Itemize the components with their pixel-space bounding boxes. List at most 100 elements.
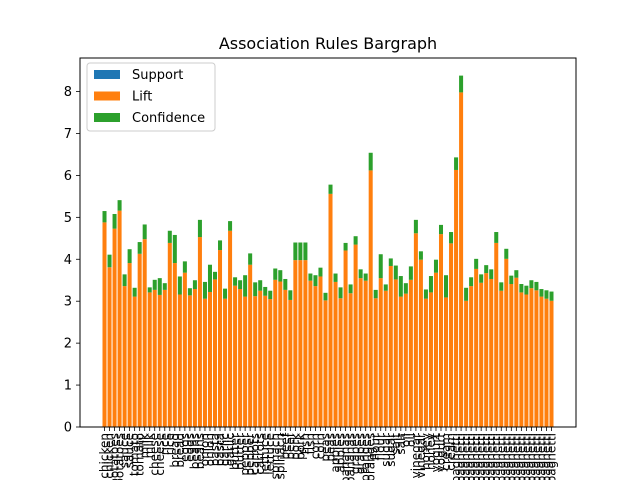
bar-lift-74 (474, 268, 479, 427)
bar-lift-36 (283, 289, 288, 427)
bar-lift-63 (418, 259, 423, 427)
bar-confidence-13 (167, 230, 172, 243)
x-tick-label-63: vinegar (414, 433, 428, 478)
x-tick-label-67: yogurt (434, 433, 448, 473)
x-tick-label-15: bread (173, 433, 187, 468)
legend-label-confidence: Confidence (132, 111, 205, 126)
bar-lift-52 (363, 280, 368, 427)
x-tick-label-31: carrots (253, 433, 267, 475)
y-axis: 0 1 2 3 4 5 6 7 8 (64, 85, 80, 436)
bar-confidence-16 (182, 261, 187, 273)
x-tick-label-81: spaghetti (504, 433, 518, 480)
x-tick-label-60: oil (399, 433, 413, 447)
bar-confidence-48 (343, 242, 348, 251)
bars-group (102, 75, 554, 427)
x-tick-label-3: potatoes (113, 433, 127, 480)
y-tick-label-7: 7 (64, 127, 72, 142)
y-tick-label-8: 8 (64, 85, 72, 100)
bar-confidence-56 (383, 284, 388, 291)
x-tick-label-52: oranges (359, 433, 373, 480)
x-tick-label-68: cream (439, 433, 453, 471)
x-tick-label-77: spaghetti (484, 433, 498, 480)
x-tick-label-10: cheese (148, 433, 162, 476)
bar-confidence-14 (172, 234, 177, 264)
x-tick-label-69: cream (444, 433, 458, 471)
x-tick-label-28: pepper (238, 433, 252, 476)
bar-lift-10 (152, 289, 157, 427)
legend-swatch-confidence (94, 113, 120, 122)
x-tick-label-29: pepper (243, 433, 257, 476)
bar-confidence-52 (363, 273, 368, 281)
bar-lift-32 (263, 295, 268, 427)
bar-lift-44 (323, 300, 328, 427)
bar-lift-31 (258, 290, 263, 427)
bar-confidence-9 (147, 287, 152, 293)
chart-title: Association Rules Bargraph (219, 34, 437, 53)
bar-lift-84 (524, 294, 529, 427)
bar-lift-79 (499, 290, 504, 427)
bar-confidence-45 (328, 184, 333, 194)
x-tick-label-7: tomato (133, 433, 147, 476)
bar-lift-72 (464, 300, 469, 427)
bar-lift-82 (514, 277, 519, 427)
x-tick-label-5: sauce (123, 433, 137, 468)
x-tick-label-72: spaghetti (459, 433, 473, 480)
bar-confidence-63 (418, 251, 423, 260)
bar-lift-26 (233, 285, 238, 427)
bar-lift-88 (544, 298, 549, 427)
bar-confidence-50 (353, 236, 358, 245)
bar-confidence-39 (298, 242, 303, 261)
bar-lift-86 (534, 290, 539, 427)
bar-lift-2 (112, 228, 117, 427)
bar-lift-87 (539, 296, 544, 427)
bar-confidence-2 (112, 213, 117, 229)
x-tick-label-12: rice (158, 433, 172, 455)
y-tick-label-1: 1 (64, 379, 72, 394)
bar-lift-58 (393, 279, 398, 427)
x-tick-label-49: bananas (344, 433, 358, 480)
bar-lift-78 (494, 242, 499, 427)
bar-lift-9 (147, 292, 152, 427)
legend-swatch-support (94, 70, 120, 79)
bar-confidence-74 (474, 258, 479, 269)
legend-label-support: Support (132, 68, 183, 83)
x-tick-label-80: spaghetti (499, 433, 513, 480)
bar-confidence-18 (192, 280, 197, 290)
bar-confidence-36 (283, 278, 288, 290)
bar-confidence-57 (388, 258, 393, 266)
bar-confidence-80 (504, 248, 509, 259)
x-tick-label-27: butter (233, 433, 247, 470)
x-tick-label-9: milk (143, 433, 157, 458)
x-tick-label-56: sugar (379, 433, 393, 467)
x-tick-label-58: salt (389, 433, 403, 455)
x-tick-label-40: fish (298, 433, 312, 454)
bar-confidence-51 (358, 269, 363, 279)
bar-confidence-7 (137, 242, 142, 254)
x-tick-label-70: spaghetti (449, 433, 463, 480)
bar-confidence-20 (202, 281, 207, 299)
x-tick-label-0: chicken (98, 433, 112, 479)
bar-confidence-0 (102, 211, 107, 223)
bar-lift-57 (388, 265, 393, 427)
y-tick-label-6: 6 (64, 169, 72, 184)
x-tick-label-43: corn (313, 433, 327, 459)
bar-lift-14 (172, 263, 177, 427)
bar-confidence-37 (288, 290, 293, 300)
bar-lift-51 (358, 278, 363, 427)
bar-lift-13 (167, 242, 172, 427)
bar-lift-33 (268, 299, 273, 427)
bar-confidence-77 (489, 269, 494, 279)
bar-lift-1 (107, 267, 112, 427)
bar-lift-29 (248, 264, 253, 427)
bar-confidence-17 (187, 288, 192, 296)
x-tick-label-75: spaghetti (474, 433, 488, 480)
bar-lift-6 (132, 296, 137, 427)
x-tick-label-18: beans (188, 433, 202, 469)
x-tick-label-26: butter (228, 433, 242, 470)
bar-confidence-22 (212, 271, 218, 280)
bar-confidence-67 (438, 224, 444, 235)
bar-confidence-33 (268, 290, 273, 300)
bar-lift-11 (157, 294, 162, 427)
x-tick-label-86: spaghetti (529, 433, 543, 480)
bar-lift-18 (192, 289, 197, 427)
